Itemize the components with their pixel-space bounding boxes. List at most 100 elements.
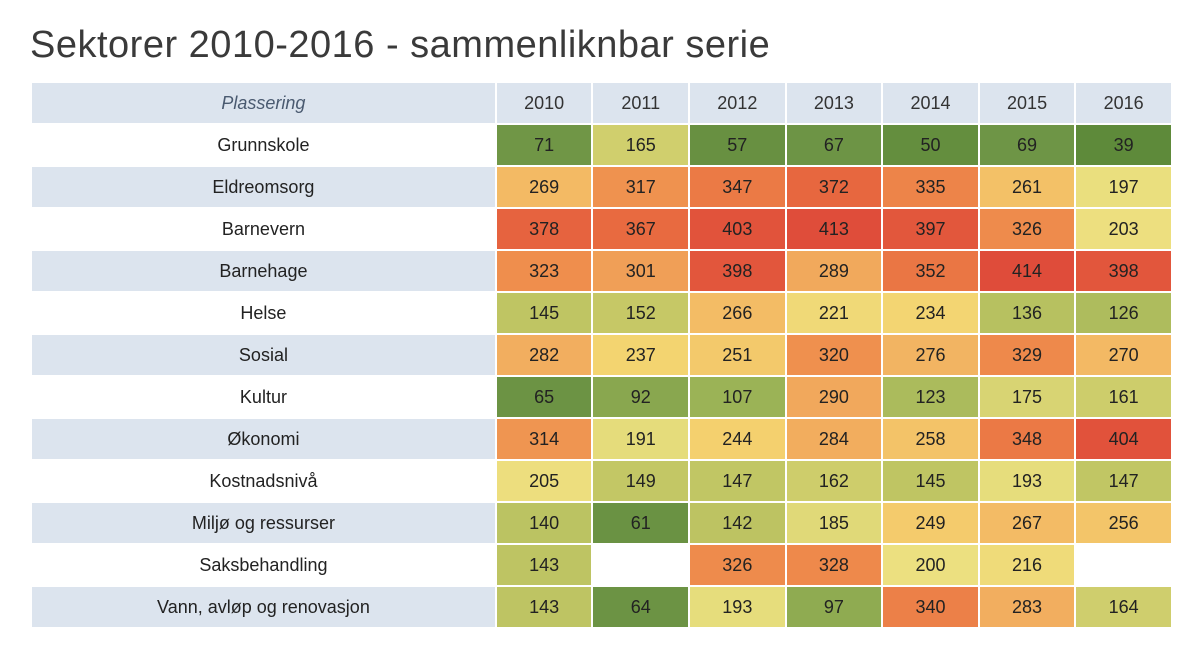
heat-cell: 50 <box>883 125 978 165</box>
heat-cell: 143 <box>497 545 592 585</box>
heat-cell: 290 <box>787 377 882 417</box>
heat-cell: 162 <box>787 461 882 501</box>
heat-cell: 221 <box>787 293 882 333</box>
heat-cell: 251 <box>690 335 785 375</box>
heat-cell: 234 <box>883 293 978 333</box>
col-header: 2013 <box>787 83 882 123</box>
heat-cell: 61 <box>593 503 688 543</box>
heat-cell: 261 <box>980 167 1075 207</box>
heat-cell: 142 <box>690 503 785 543</box>
heat-cell: 270 <box>1076 335 1171 375</box>
col-header: 2014 <box>883 83 978 123</box>
heat-cell: 140 <box>497 503 592 543</box>
heat-cell: 149 <box>593 461 688 501</box>
heat-cell: 282 <box>497 335 592 375</box>
heat-cell: 165 <box>593 125 688 165</box>
heat-cell: 57 <box>690 125 785 165</box>
heat-cell: 164 <box>1076 587 1171 627</box>
heat-cell: 256 <box>1076 503 1171 543</box>
heat-cell: 372 <box>787 167 882 207</box>
heat-cell: 367 <box>593 209 688 249</box>
table-row: Kostnadsnivå205149147162145193147 <box>32 461 1171 501</box>
heat-cell: 237 <box>593 335 688 375</box>
heat-cell: 97 <box>787 587 882 627</box>
table-row: Vann, avløp og renovasjon143641939734028… <box>32 587 1171 627</box>
heat-cell: 152 <box>593 293 688 333</box>
table-row: Saksbehandling143326328200216 <box>32 545 1171 585</box>
heat-cell: 71 <box>497 125 592 165</box>
heat-cell: 328 <box>787 545 882 585</box>
row-label: Kultur <box>32 377 495 417</box>
heat-cell: 397 <box>883 209 978 249</box>
heat-cell: 145 <box>497 293 592 333</box>
heat-cell: 203 <box>1076 209 1171 249</box>
heat-cell: 335 <box>883 167 978 207</box>
empty-cell <box>1076 545 1171 585</box>
heat-cell: 205 <box>497 461 592 501</box>
heat-cell: 276 <box>883 335 978 375</box>
heat-cell: 145 <box>883 461 978 501</box>
row-label: Miljø og ressurser <box>32 503 495 543</box>
row-label: Økonomi <box>32 419 495 459</box>
heat-cell: 147 <box>690 461 785 501</box>
table-row: Kultur6592107290123175161 <box>32 377 1171 417</box>
heat-cell: 147 <box>1076 461 1171 501</box>
heat-cell: 197 <box>1076 167 1171 207</box>
heat-cell: 64 <box>593 587 688 627</box>
heat-cell: 126 <box>1076 293 1171 333</box>
heat-cell: 326 <box>980 209 1075 249</box>
row-label: Kostnadsnivå <box>32 461 495 501</box>
heat-cell: 347 <box>690 167 785 207</box>
empty-cell <box>593 545 688 585</box>
heat-cell: 317 <box>593 167 688 207</box>
heat-cell: 323 <box>497 251 592 291</box>
heat-cell: 123 <box>883 377 978 417</box>
row-label: Helse <box>32 293 495 333</box>
heat-cell: 136 <box>980 293 1075 333</box>
heat-cell: 193 <box>980 461 1075 501</box>
table-row: Grunnskole711655767506939 <box>32 125 1171 165</box>
heat-cell: 329 <box>980 335 1075 375</box>
heat-cell: 403 <box>690 209 785 249</box>
heat-cell: 314 <box>497 419 592 459</box>
heat-cell: 289 <box>787 251 882 291</box>
heat-cell: 398 <box>690 251 785 291</box>
heat-cell: 143 <box>497 587 592 627</box>
heat-cell: 191 <box>593 419 688 459</box>
corner-label: Plassering <box>32 83 495 123</box>
col-header: 2015 <box>980 83 1075 123</box>
table-row: Eldreomsorg269317347372335261197 <box>32 167 1171 207</box>
heat-cell: 413 <box>787 209 882 249</box>
col-header: 2010 <box>497 83 592 123</box>
col-header: 2012 <box>690 83 785 123</box>
heat-cell: 301 <box>593 251 688 291</box>
heat-cell: 185 <box>787 503 882 543</box>
heat-cell: 175 <box>980 377 1075 417</box>
row-label: Eldreomsorg <box>32 167 495 207</box>
heat-cell: 269 <box>497 167 592 207</box>
heat-cell: 404 <box>1076 419 1171 459</box>
heat-cell: 378 <box>497 209 592 249</box>
row-label: Saksbehandling <box>32 545 495 585</box>
heat-cell: 267 <box>980 503 1075 543</box>
page-title: Sektorer 2010-2016 - sammenliknbar serie <box>30 24 1173 67</box>
heat-cell: 193 <box>690 587 785 627</box>
heat-cell: 398 <box>1076 251 1171 291</box>
heat-cell: 348 <box>980 419 1075 459</box>
table-row: Barnehage323301398289352414398 <box>32 251 1171 291</box>
heat-cell: 200 <box>883 545 978 585</box>
heat-cell: 352 <box>883 251 978 291</box>
heat-cell: 67 <box>787 125 882 165</box>
heat-cell: 266 <box>690 293 785 333</box>
heat-cell: 244 <box>690 419 785 459</box>
heat-cell: 65 <box>497 377 592 417</box>
heat-cell: 39 <box>1076 125 1171 165</box>
table-row: Helse145152266221234136126 <box>32 293 1171 333</box>
heat-cell: 414 <box>980 251 1075 291</box>
heat-cell: 284 <box>787 419 882 459</box>
table-row: Økonomi314191244284258348404 <box>32 419 1171 459</box>
row-label: Barnehage <box>32 251 495 291</box>
heat-cell: 258 <box>883 419 978 459</box>
row-label: Grunnskole <box>32 125 495 165</box>
heat-cell: 340 <box>883 587 978 627</box>
